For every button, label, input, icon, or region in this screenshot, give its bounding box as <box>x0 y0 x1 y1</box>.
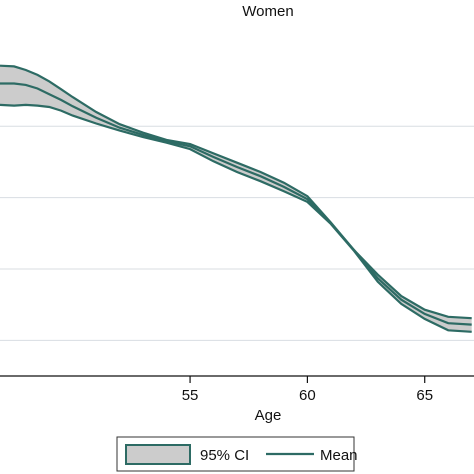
chart-title: Women <box>242 3 293 20</box>
legend-label-mean: Mean <box>320 447 358 464</box>
legend: 95% CI Mean <box>116 436 358 472</box>
legend-swatch-ci <box>125 444 191 465</box>
x-tick-label: 60 <box>299 387 316 404</box>
x-tick-label: 55 <box>182 387 199 404</box>
ci-upper-bound-line <box>0 64 472 320</box>
grid-lines <box>0 125 474 341</box>
ci-lower-bound-line <box>0 103 472 333</box>
mean-line <box>0 82 472 326</box>
legend-label-ci: 95% CI <box>200 447 249 464</box>
x-tick-label: 65 <box>416 387 433 404</box>
mean-line-group <box>0 82 472 326</box>
x-axis: 55 60 65 <box>0 375 474 404</box>
x-axis-title: Age <box>255 407 282 424</box>
